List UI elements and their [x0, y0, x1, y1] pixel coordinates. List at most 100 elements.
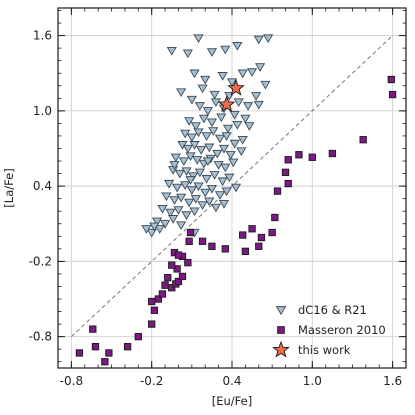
- series-0-point: [185, 176, 196, 185]
- series-0-point: [157, 205, 168, 214]
- series-0-point: [202, 157, 213, 167]
- series-1-point: [168, 284, 176, 292]
- series-1-point: [184, 258, 192, 267]
- series-1-point: [208, 242, 216, 250]
- series-1-point: [150, 306, 159, 314]
- series-0-point: [202, 107, 213, 116]
- series-0-point: [180, 181, 191, 190]
- series-0-point: [217, 72, 228, 81]
- series-0-point: [181, 211, 192, 220]
- series-0-point: [209, 90, 220, 100]
- series-0-point: [149, 222, 160, 232]
- reference-line-layer: [71, 35, 393, 338]
- x-tick-label: -0.8: [60, 374, 83, 388]
- series-1-point: [174, 251, 183, 259]
- series-0-point: [253, 100, 264, 110]
- y-tick-label: -0.2: [29, 254, 52, 268]
- series-1-point: [123, 343, 132, 351]
- series-0-point: [236, 147, 247, 156]
- legend-marker-0: [275, 306, 287, 316]
- series-1-point: [75, 349, 84, 357]
- series-0-point: [196, 146, 207, 155]
- series-0-point: [197, 201, 208, 210]
- series-0-point: [240, 114, 251, 124]
- x-tick-label: 1.0: [303, 374, 322, 388]
- series-0-point: [154, 225, 165, 234]
- series-1-point: [248, 225, 256, 233]
- series-1-points: [75, 75, 397, 366]
- series-0-point: [228, 158, 239, 168]
- series-0-point: [194, 102, 205, 111]
- series-0-point: [141, 225, 152, 234]
- series-0-point: [214, 134, 226, 144]
- series-0-points: [141, 34, 274, 238]
- x-tick-label: 1.6: [383, 374, 402, 388]
- series-0-point: [186, 95, 197, 105]
- series-0-point: [229, 139, 240, 149]
- series-0-point: [221, 187, 232, 197]
- series-0-point: [176, 221, 187, 230]
- series-1-point: [154, 295, 163, 303]
- series-0-point: [194, 168, 205, 178]
- series-0-point: [246, 68, 258, 77]
- series-0-point: [178, 157, 189, 167]
- series-1-point: [257, 233, 266, 242]
- series-0-point: [233, 98, 244, 108]
- series-0-point: [189, 69, 200, 79]
- legend-marker-1: [277, 326, 285, 334]
- series-0-point: [210, 203, 222, 213]
- series-0-point: [218, 200, 230, 209]
- series-1-point: [198, 237, 207, 245]
- series-0-point: [190, 122, 201, 131]
- series-2-point: [217, 95, 236, 113]
- series-0-point: [222, 124, 234, 134]
- series-0-point: [201, 132, 212, 141]
- series-0-point: [217, 177, 228, 187]
- series-0-point: [253, 35, 264, 45]
- series-0-point: [182, 144, 193, 154]
- series-0-point: [225, 151, 236, 160]
- series-0-point: [255, 63, 266, 72]
- series-0-point: [224, 173, 235, 183]
- series-0-point: [184, 117, 195, 126]
- legend-marker-2: [272, 340, 290, 358]
- series-1-point: [281, 168, 290, 176]
- series-0-point: [230, 183, 242, 193]
- series-0-point: [165, 208, 176, 218]
- series-1-point: [241, 247, 250, 255]
- reference-line: [71, 35, 393, 338]
- series-1-point: [387, 75, 395, 84]
- series-0-point: [190, 194, 201, 204]
- series-1-point: [105, 349, 113, 357]
- series-1-point: [284, 156, 292, 164]
- y-tick-label: 1.6: [33, 29, 52, 43]
- series-0-point: [214, 191, 226, 200]
- series-1-point: [359, 136, 367, 144]
- series-0-point: [176, 88, 187, 98]
- series-1-point: [295, 151, 303, 159]
- series-0-point: [229, 110, 240, 120]
- series-1-point: [164, 274, 172, 282]
- series-0-point: [151, 217, 163, 227]
- series-0-point: [244, 122, 255, 131]
- series-0-point: [206, 184, 218, 194]
- series-1-point: [89, 325, 97, 333]
- series-1-point: [186, 228, 195, 237]
- series-1-point: [185, 237, 193, 245]
- series-1-point: [221, 245, 229, 253]
- series-0-point: [182, 49, 193, 59]
- series-1-point: [308, 153, 316, 161]
- series-0-point: [181, 167, 192, 177]
- series-1-point: [328, 149, 337, 158]
- series-0-point: [166, 46, 177, 56]
- series-0-point: [204, 143, 215, 153]
- series-0-point: [213, 161, 224, 170]
- series-0-point: [146, 228, 157, 238]
- series-0-point: [218, 144, 230, 154]
- series-1-point: [271, 213, 279, 222]
- series-0-point: [216, 113, 227, 123]
- series-0-point: [220, 163, 231, 173]
- series-0-point: [197, 84, 208, 94]
- series-1-point: [134, 332, 142, 341]
- series-1-point: [174, 277, 183, 286]
